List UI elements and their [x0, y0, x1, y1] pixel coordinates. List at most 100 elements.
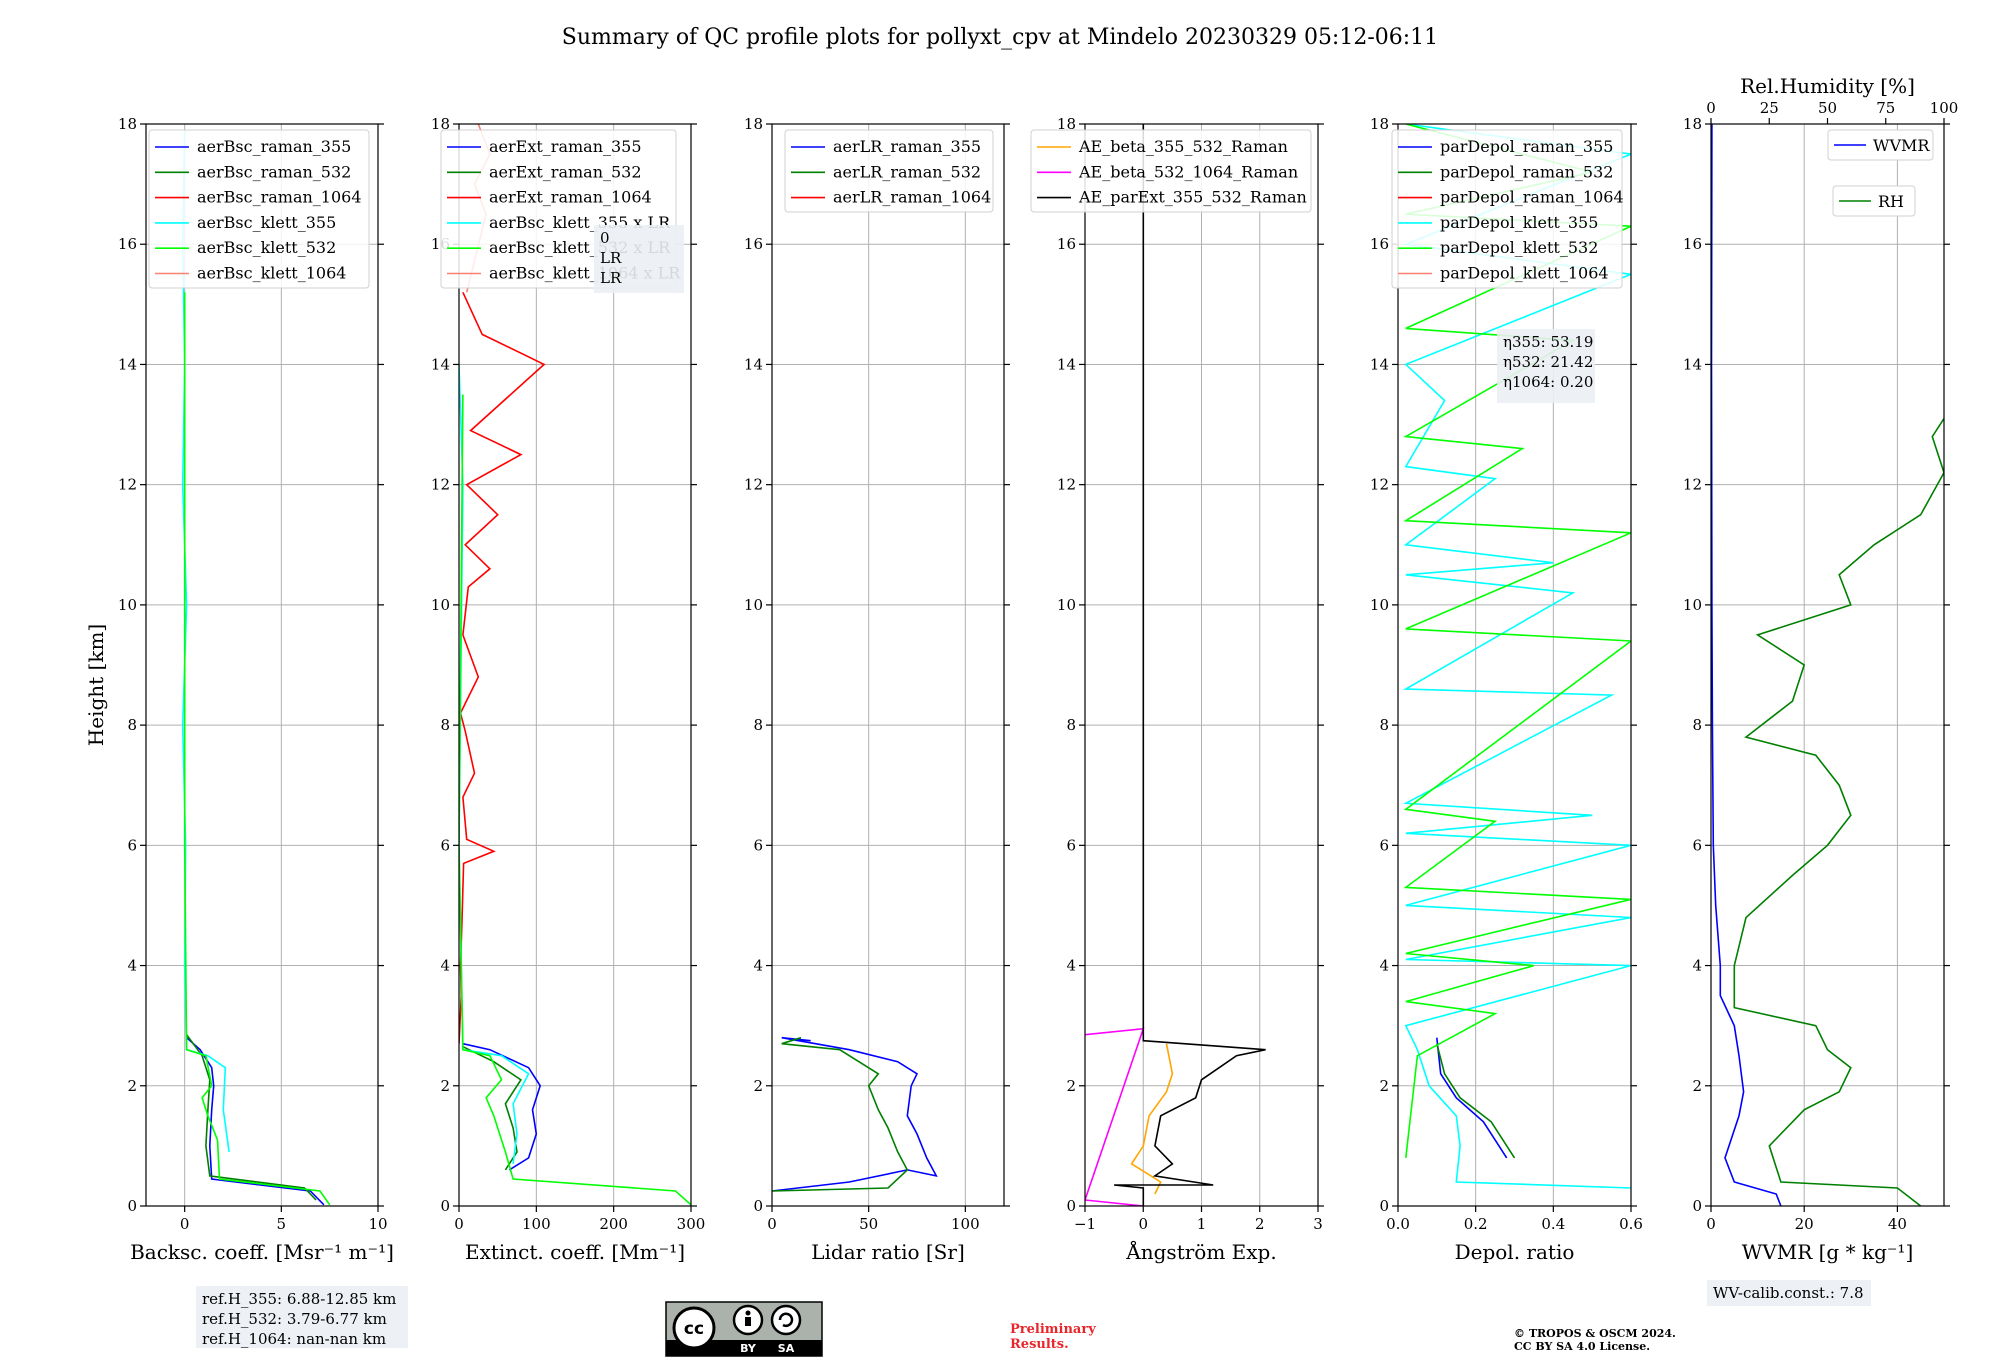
ytick-label: 16 — [118, 235, 137, 253]
ytick-label: 6 — [1379, 836, 1389, 854]
ytick-label: 10 — [744, 596, 763, 614]
ytick-label: 8 — [1379, 716, 1389, 734]
legend-label: aerLR_raman_355 — [833, 137, 981, 156]
xtick-label: 0 — [1138, 1215, 1148, 1233]
ytick-label: 0 — [440, 1197, 450, 1215]
xtick-label: 10 — [368, 1215, 387, 1233]
legend-label: aerBsc_klett_1064 — [197, 264, 346, 283]
ytick-label: 6 — [1066, 836, 1076, 854]
ytick-label: 12 — [1370, 476, 1389, 494]
series-aerBsc_klett_532 — [183, 292, 331, 1206]
xtick-label: 40 — [1888, 1215, 1907, 1233]
ytick-label: 12 — [118, 476, 137, 494]
ytick-label: 16 — [1057, 235, 1076, 253]
xtick-label: 0 — [180, 1215, 190, 1233]
series-RH — [1733, 418, 1944, 1206]
copyright-line2: CC BY SA 4.0 License. — [1514, 1340, 1650, 1353]
ytick-label: 16 — [1683, 235, 1702, 253]
series-AE_beta_532_1064_Raman — [1085, 1027, 1145, 1206]
ytick-label: 4 — [1066, 957, 1076, 975]
legend-box — [1827, 129, 1934, 161]
xtick-label: 20 — [1795, 1215, 1814, 1233]
ytick-label: 2 — [127, 1077, 137, 1095]
share-alike-icon — [770, 1304, 802, 1336]
legend-label: aerLR_raman_1064 — [833, 188, 991, 207]
xtick-label: 0 — [1706, 1215, 1716, 1233]
info-box-line: ref.H_532: 3.79-6.77 km — [202, 1310, 387, 1328]
info-box-line: ref.H_355: 6.88-12.85 km — [202, 1290, 396, 1308]
ytick-label: 2 — [1379, 1077, 1389, 1095]
series-parDepol_raman_355 — [1436, 1037, 1508, 1159]
ytick-label: 14 — [1683, 355, 1702, 373]
ytick-label: 12 — [1683, 476, 1702, 494]
ytick-label: 18 — [431, 115, 450, 133]
series-aerBsc_klett_532 x LR — [459, 394, 691, 1206]
legend-label: AE_parExt_355_532_Raman — [1078, 188, 1307, 207]
copyright-line1: © TROPOS & OSCM 2024. — [1514, 1327, 1676, 1340]
series-aerLR_raman_532 — [772, 1036, 909, 1192]
ytick-label: 4 — [1379, 957, 1389, 975]
xtick-label: 0 — [454, 1215, 464, 1233]
ytick-label: 18 — [1057, 115, 1076, 133]
axes-frame — [1710, 123, 1945, 1207]
info-box-line: LR — [600, 269, 622, 287]
xtick-label: 100 — [522, 1215, 551, 1233]
ytick-label: 12 — [744, 476, 763, 494]
ytick-label: 4 — [440, 957, 450, 975]
ytick-label: 10 — [118, 596, 137, 614]
xtick-label: 2 — [1255, 1215, 1265, 1233]
ytick-label: 2 — [1066, 1077, 1076, 1095]
axes-frame — [771, 123, 1005, 1207]
legend-label: aerExt_raman_355 — [489, 137, 642, 156]
ytick-label: 0 — [1066, 1197, 1076, 1215]
xtick-label: 100 — [951, 1215, 980, 1233]
ytick-label: 14 — [118, 355, 137, 373]
ytick-label: 8 — [127, 716, 137, 734]
series-AE_parExt_355_532_Raman — [1114, 124, 1266, 1206]
legend-label: aerBsc_raman_1064 — [197, 188, 362, 207]
info-box-line: LR — [600, 249, 622, 267]
xtick-label: 5 — [277, 1215, 287, 1233]
legend-label: aerExt_raman_1064 — [489, 188, 652, 207]
ytick-label: 0 — [753, 1197, 763, 1215]
legend-label: parDepol_raman_355 — [1440, 137, 1613, 156]
x2tick-label: 0 — [1706, 99, 1716, 117]
ytick-label: 6 — [127, 836, 137, 854]
axes-frame — [458, 123, 692, 1207]
info-box-line: η1064: 0.20 — [1503, 373, 1593, 391]
ytick-label: 6 — [753, 836, 763, 854]
ytick-label: 0 — [127, 1197, 137, 1215]
legend-label: aerBsc_raman_355 — [197, 137, 351, 156]
legend-label: aerBsc_klett_355 — [197, 213, 336, 232]
panel-bsc: 0 2 4 6 8 10 12 14 16 18 0 5 10 Backsc. coeff. [Msr⁻¹… — [118, 115, 408, 1348]
ytick-label: 14 — [1370, 355, 1389, 373]
legend-box — [1391, 129, 1623, 289]
info-box-line: ref.H_1064: nan-nan km — [202, 1330, 386, 1348]
ytick-label: 14 — [431, 355, 450, 373]
info-box-line: η355: 53.19 — [1503, 333, 1593, 351]
ytick-label: 8 — [440, 716, 450, 734]
legend-label: AE_beta_532_1064_Raman — [1078, 162, 1298, 181]
legend-label: RH — [1878, 192, 1904, 211]
ytick-label: 8 — [1692, 716, 1702, 734]
x2-axis-label: Rel.Humidity [%] — [1740, 74, 1915, 98]
legend-label: aerBsc_klett_532 — [197, 238, 336, 257]
ytick-label: 14 — [744, 355, 763, 373]
series-group — [181, 129, 331, 1206]
xtick-label: 200 — [599, 1215, 628, 1233]
info-box — [1707, 1280, 1871, 1306]
ytick-label: 18 — [118, 115, 137, 133]
xtick-label: 1 — [1197, 1215, 1207, 1233]
series-parDepol_raman_532 — [1436, 1043, 1516, 1159]
xtick-label: 0.2 — [1464, 1215, 1488, 1233]
legend-box — [784, 129, 994, 213]
ytick-label: 4 — [1692, 957, 1702, 975]
preliminary-label-line1: Preliminary — [1010, 1322, 1096, 1337]
series-aerLR_raman_355 — [772, 1036, 938, 1192]
series-AE_beta_355_532_Raman — [1130, 1043, 1174, 1195]
x-axis-label: Extinct. coeff. [Mm⁻¹] — [465, 1240, 685, 1264]
xtick-label: 3 — [1313, 1215, 1323, 1233]
panel-depol: 0 2 4 6 8 10 12 14 16 18 0.0 0.2 0.4 0.6 Depol. ratio p… — [1370, 115, 1643, 1264]
